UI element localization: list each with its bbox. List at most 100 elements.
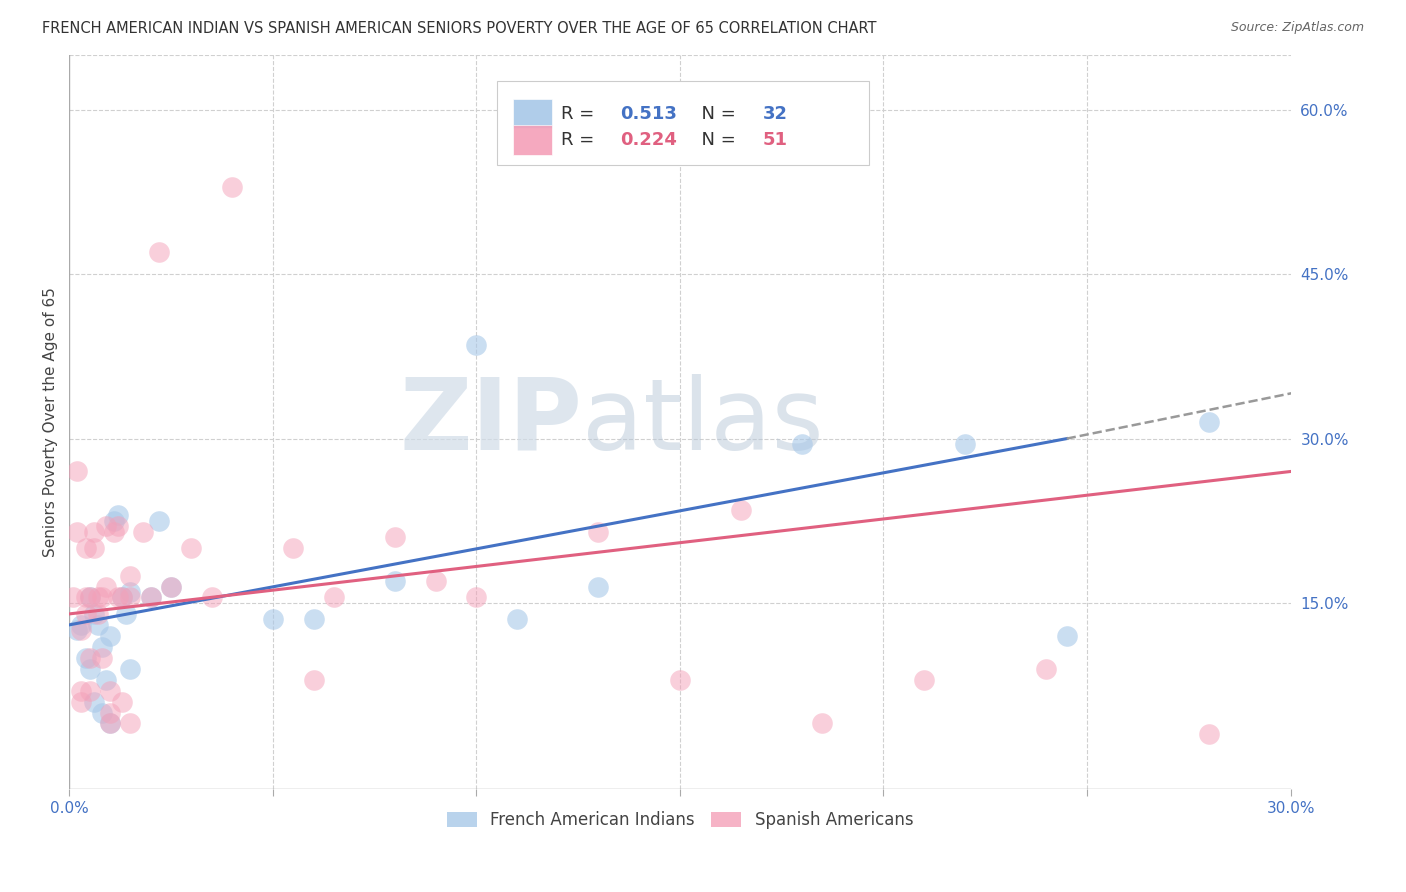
Point: [94, 519, 117, 533]
Text: ZIP: ZIP: [399, 374, 582, 471]
Point: [79, 650, 101, 665]
Point: [83, 607, 105, 621]
Point: [75, 591, 97, 605]
Text: N =: N =: [690, 104, 741, 123]
Point: [588, 580, 610, 594]
Point: [111, 591, 134, 605]
Point: [79, 683, 101, 698]
Point: [120, 585, 142, 599]
Point: [75, 650, 97, 665]
Point: [120, 662, 142, 676]
Point: [70, 683, 93, 698]
Point: [111, 591, 134, 605]
Point: [111, 695, 134, 709]
Point: [120, 568, 142, 582]
Point: [70, 695, 93, 709]
Point: [70, 618, 93, 632]
Point: [139, 591, 162, 605]
Point: [87, 607, 110, 621]
Point: [160, 580, 183, 594]
Point: [221, 179, 243, 194]
Point: [1198, 415, 1220, 429]
Point: [912, 673, 935, 687]
Point: [66, 524, 89, 539]
Point: [465, 338, 488, 352]
Point: [90, 706, 112, 720]
Point: [790, 437, 813, 451]
Point: [302, 673, 325, 687]
Point: [66, 465, 89, 479]
Point: [302, 612, 325, 626]
Point: [281, 541, 304, 556]
Point: [83, 695, 105, 709]
Point: [66, 624, 89, 638]
Point: [62, 591, 84, 605]
Point: [98, 683, 121, 698]
Point: [465, 591, 488, 605]
Point: [669, 673, 692, 687]
Point: [120, 716, 142, 731]
Point: [103, 514, 125, 528]
Point: [90, 650, 112, 665]
Text: atlas: atlas: [582, 374, 824, 471]
Point: [425, 574, 447, 588]
Point: [90, 591, 112, 605]
Point: [262, 612, 284, 626]
Point: [83, 541, 105, 556]
Point: [506, 612, 529, 626]
Point: [98, 629, 121, 643]
Point: [70, 624, 93, 638]
Legend: French American Indians, Spanish Americans: French American Indians, Spanish America…: [440, 805, 920, 836]
Point: [148, 514, 170, 528]
Text: 0.513: 0.513: [620, 104, 676, 123]
Point: [107, 508, 129, 523]
Point: [94, 580, 117, 594]
Y-axis label: Seniors Poverty Over the Age of 65: Seniors Poverty Over the Age of 65: [44, 287, 58, 558]
Point: [98, 716, 121, 731]
Text: 51: 51: [763, 131, 787, 149]
Point: [103, 524, 125, 539]
Text: 32: 32: [763, 104, 787, 123]
Point: [87, 618, 110, 632]
Point: [811, 716, 834, 731]
Point: [322, 591, 344, 605]
FancyBboxPatch shape: [513, 125, 551, 154]
Point: [1035, 662, 1057, 676]
Point: [180, 541, 202, 556]
Point: [384, 530, 406, 544]
Point: [90, 640, 112, 654]
Point: [94, 673, 117, 687]
Point: [139, 591, 162, 605]
Point: [201, 591, 224, 605]
FancyBboxPatch shape: [496, 81, 869, 165]
Text: R =: R =: [561, 131, 600, 149]
Text: N =: N =: [690, 131, 741, 149]
Point: [1198, 727, 1220, 741]
Point: [115, 607, 138, 621]
Point: [588, 524, 610, 539]
Point: [107, 519, 129, 533]
Point: [107, 591, 129, 605]
Text: Source: ZipAtlas.com: Source: ZipAtlas.com: [1230, 21, 1364, 34]
Point: [98, 716, 121, 731]
Point: [79, 662, 101, 676]
Point: [75, 607, 97, 621]
Point: [148, 245, 170, 260]
FancyBboxPatch shape: [513, 99, 551, 128]
Point: [131, 524, 153, 539]
Point: [120, 591, 142, 605]
Point: [160, 580, 183, 594]
Point: [79, 591, 101, 605]
Point: [384, 574, 406, 588]
Point: [98, 706, 121, 720]
Point: [87, 591, 110, 605]
Point: [1056, 629, 1078, 643]
Text: FRENCH AMERICAN INDIAN VS SPANISH AMERICAN SENIORS POVERTY OVER THE AGE OF 65 CO: FRENCH AMERICAN INDIAN VS SPANISH AMERIC…: [42, 21, 877, 36]
Point: [730, 503, 752, 517]
Point: [953, 437, 976, 451]
Point: [79, 591, 101, 605]
Point: [75, 541, 97, 556]
Text: 0.224: 0.224: [620, 131, 676, 149]
Point: [83, 524, 105, 539]
Text: R =: R =: [561, 104, 600, 123]
